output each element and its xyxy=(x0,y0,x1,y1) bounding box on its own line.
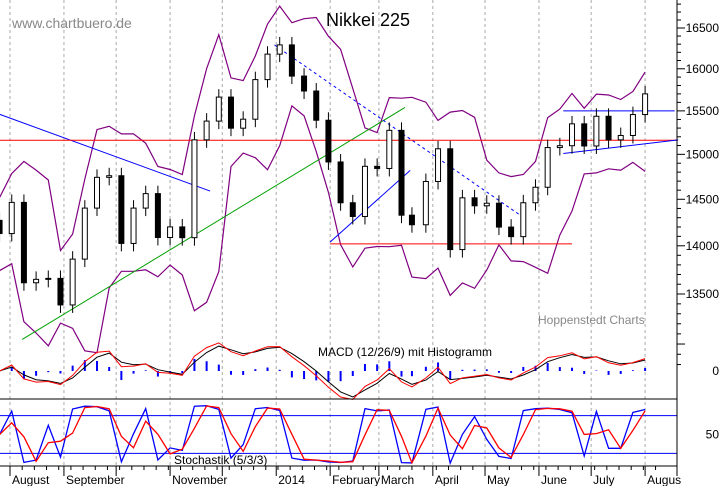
candle xyxy=(240,118,247,129)
candle xyxy=(69,258,76,306)
candle xyxy=(118,175,125,244)
y-tick-label: 15000 xyxy=(686,147,720,161)
candle xyxy=(203,120,210,141)
candle xyxy=(142,193,149,209)
candle xyxy=(435,148,442,182)
grid xyxy=(9,0,646,466)
x-tick-label: November xyxy=(172,473,227,486)
candle xyxy=(325,119,332,163)
x-tick-label: June xyxy=(541,473,567,486)
candle xyxy=(33,278,40,284)
candle xyxy=(57,277,64,306)
price-series xyxy=(0,36,649,313)
y-tick-label: 13500 xyxy=(686,287,720,301)
candle xyxy=(374,165,381,169)
macd-label: MACD (12/26/9) mit Histogramm xyxy=(318,345,492,359)
overlays xyxy=(0,5,679,354)
stochastic-tick-label: 50 xyxy=(706,428,720,442)
macd-panel xyxy=(0,342,647,401)
trendline xyxy=(21,107,406,340)
candle xyxy=(45,277,52,280)
candle xyxy=(349,202,356,217)
x-tick-label: May xyxy=(487,473,510,486)
candle xyxy=(8,201,15,235)
trendline xyxy=(329,169,411,243)
y-tick-label: 14000 xyxy=(686,239,720,253)
candle xyxy=(154,193,161,238)
candle xyxy=(471,197,478,207)
candle xyxy=(252,79,259,120)
source-label: Hoppenstedt Charts xyxy=(538,313,645,327)
candle xyxy=(556,145,563,149)
candle xyxy=(617,134,624,141)
chart-title: Nikkei 225 xyxy=(326,10,410,30)
candle xyxy=(130,207,137,244)
candle xyxy=(361,165,368,217)
candle xyxy=(398,129,405,216)
x-tick-label: March xyxy=(381,473,414,486)
candle xyxy=(408,214,415,226)
candle xyxy=(94,176,100,209)
bollinger-upper xyxy=(0,5,646,252)
watermark: www.chartbuero.de xyxy=(11,15,132,31)
candle xyxy=(508,226,515,238)
x-tick-label: August xyxy=(12,473,50,486)
candle xyxy=(459,197,466,251)
candle xyxy=(215,96,222,122)
candle xyxy=(288,44,295,77)
y-tick-label: 15500 xyxy=(686,104,720,118)
candle xyxy=(642,93,649,116)
candle xyxy=(520,202,527,238)
y-tick-label: 16000 xyxy=(686,62,720,76)
candle xyxy=(337,161,344,204)
trendline xyxy=(274,44,521,216)
stochastic-d-line xyxy=(0,405,646,465)
macd-signal-line xyxy=(0,345,646,398)
x-tick-label: April xyxy=(435,473,459,486)
candle xyxy=(544,147,551,188)
y-tick-label: 14500 xyxy=(686,192,720,206)
x-tick-label: Augus xyxy=(647,473,681,486)
candle xyxy=(0,219,3,235)
candle xyxy=(629,114,636,136)
y-tick-label: 16500 xyxy=(686,21,720,35)
candle xyxy=(81,207,88,260)
candle xyxy=(605,115,612,141)
candle xyxy=(191,139,198,239)
candle xyxy=(264,53,271,81)
candle xyxy=(495,202,502,228)
candle xyxy=(593,115,600,147)
stochastic-label: Stochastik (5/3/3) xyxy=(174,453,267,467)
candle xyxy=(276,44,283,55)
candle xyxy=(313,90,320,121)
candle xyxy=(301,75,308,92)
candle xyxy=(167,226,174,238)
macd-tick-label: 0 xyxy=(712,364,719,378)
stochastic-panel xyxy=(0,405,677,466)
candle xyxy=(386,129,393,169)
candle xyxy=(106,175,113,178)
candle xyxy=(422,180,429,226)
x-tick-label: February xyxy=(332,473,380,486)
macd-line xyxy=(0,342,646,401)
candle xyxy=(532,186,539,204)
candle xyxy=(20,201,27,284)
stochastic-k-line xyxy=(0,405,646,466)
candle xyxy=(447,148,454,251)
candle xyxy=(581,123,588,147)
x-tick-label: 2014 xyxy=(278,473,305,486)
x-tick-label: July xyxy=(593,473,614,486)
candle xyxy=(227,96,234,129)
candle xyxy=(569,123,576,147)
candle xyxy=(483,202,490,207)
candle xyxy=(179,226,186,239)
bollinger-lower xyxy=(0,104,646,354)
trendline xyxy=(0,113,211,192)
x-tick-label: September xyxy=(66,473,125,486)
